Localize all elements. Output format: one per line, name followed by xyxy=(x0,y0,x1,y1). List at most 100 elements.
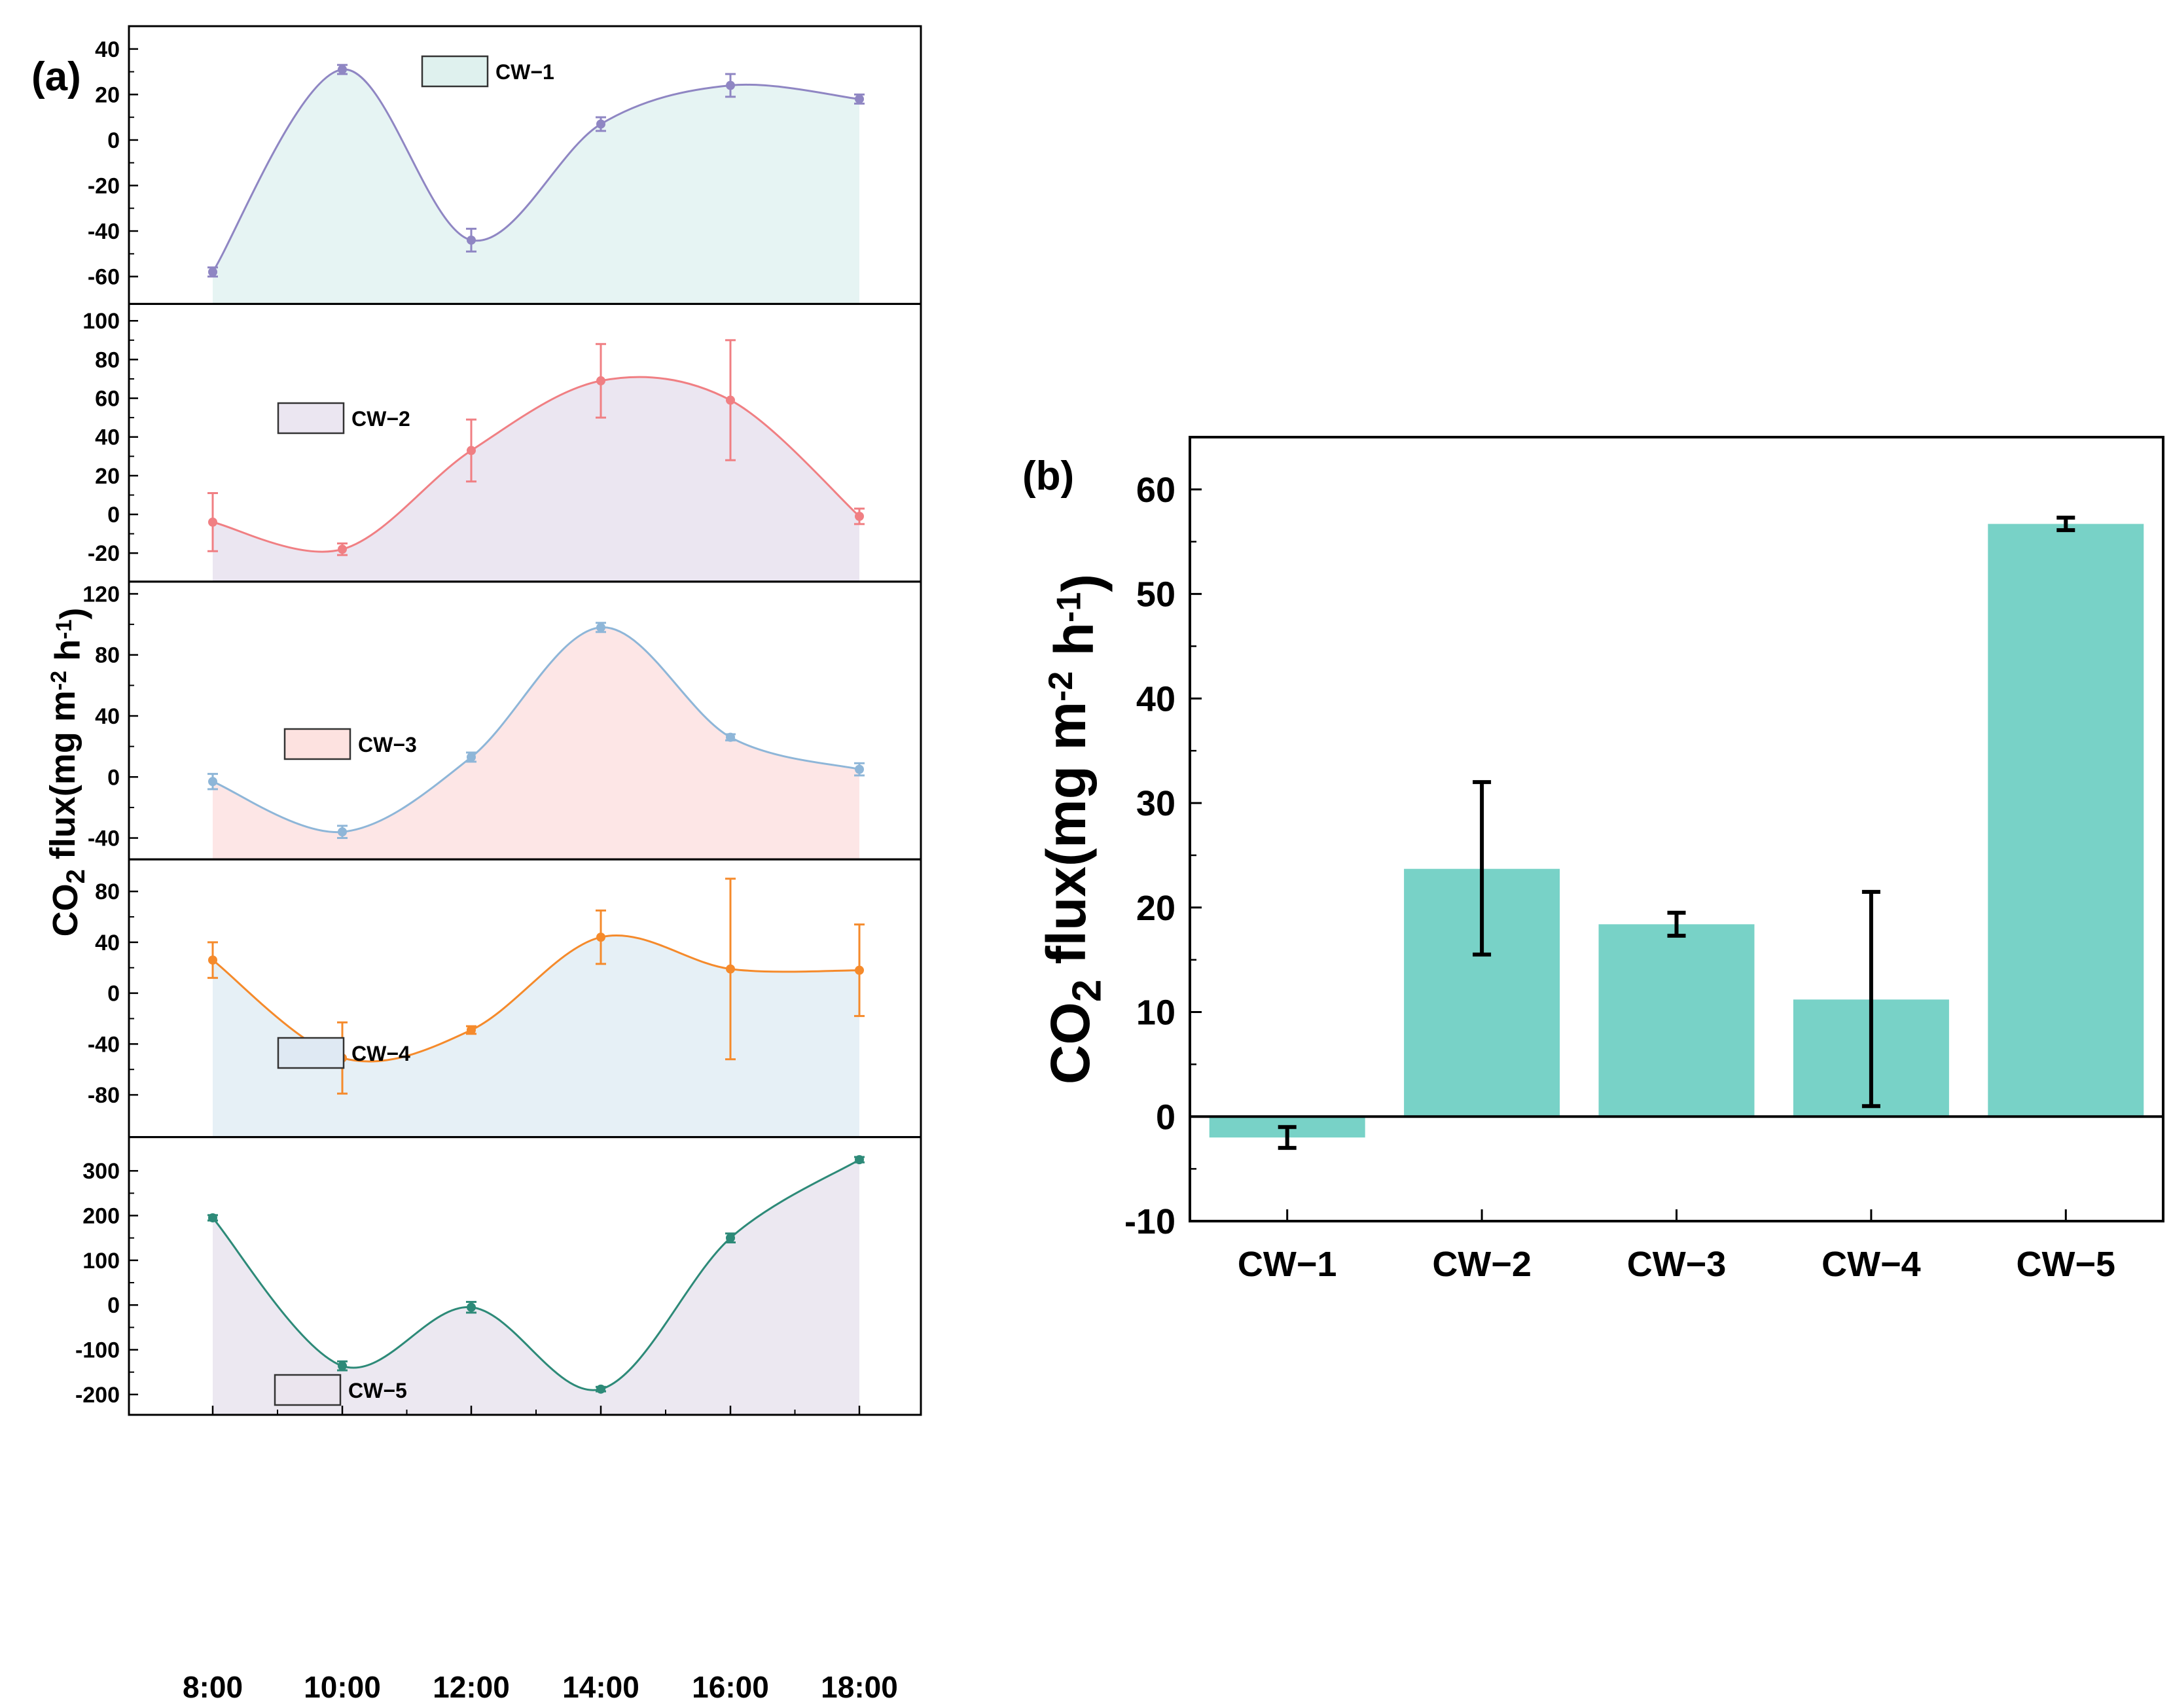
data-point xyxy=(208,267,217,277)
y-tick-label: -100 xyxy=(75,1338,120,1363)
y-tick-label: 40 xyxy=(1136,679,1175,719)
y-tick-label: 30 xyxy=(1136,784,1175,823)
subplot-1: -60 -40 -20 0 20 40 CW−1 xyxy=(88,25,922,305)
data-point xyxy=(726,1233,735,1243)
data-point xyxy=(596,622,605,632)
x-tick-label: CW−4 xyxy=(1821,1245,1921,1284)
data-point xyxy=(726,395,735,405)
legend-label: CW−3 xyxy=(358,733,417,756)
y-tick-label: 20 xyxy=(1136,889,1175,928)
y-tick-label: 60 xyxy=(1136,471,1175,510)
legend-swatch xyxy=(421,55,489,88)
y-tick-label: -20 xyxy=(88,173,120,198)
subplot-5: -200 -100 0 100 200 300 CW−5 xyxy=(75,1136,922,1416)
legend-swatch xyxy=(277,402,345,435)
data-point xyxy=(596,933,605,942)
data-point xyxy=(855,1155,864,1165)
y-tick-label: 0 xyxy=(107,128,120,153)
y-tick-label: 100 xyxy=(82,309,120,334)
y-axis-label: CO2 flux(mg m-2 h-1) xyxy=(1035,574,1113,1084)
area-fill xyxy=(213,935,859,1137)
x-tick-label: CW−2 xyxy=(1432,1245,1532,1284)
data-point xyxy=(338,827,347,837)
plot-frame xyxy=(1189,436,2164,1222)
data-point xyxy=(208,777,217,787)
data-point xyxy=(208,1213,217,1222)
y-tick-label: 0 xyxy=(107,765,120,790)
y-tick-label: -20 xyxy=(88,541,120,566)
legend-swatch xyxy=(274,1374,342,1406)
y-tick-label: -40 xyxy=(88,219,120,244)
panel-a-chart: -60-40-2002040CW−1-20020406080100CW−2-40… xyxy=(43,25,922,1704)
series-line xyxy=(212,626,860,833)
y-tick-label: 80 xyxy=(95,880,120,904)
series-line xyxy=(212,376,861,553)
subplot-4: -80 -40 0 40 80 CW−4 xyxy=(88,858,922,1139)
data-point xyxy=(855,764,864,774)
data-point xyxy=(855,94,864,104)
data-point xyxy=(467,235,476,245)
y-tick-label: -40 xyxy=(88,1032,120,1057)
x-tick-label: CW−1 xyxy=(1238,1245,1337,1284)
x-tick-label: CW−5 xyxy=(2017,1245,2116,1284)
y-tick-label: 100 xyxy=(82,1249,120,1273)
legend-label: CW−4 xyxy=(351,1042,410,1065)
legend-label: CW−2 xyxy=(351,407,410,431)
data-point xyxy=(855,512,864,522)
legend-label: CW−5 xyxy=(348,1379,407,1402)
x-tick-label: 8:00 xyxy=(183,1670,243,1704)
y-tick-label: 50 xyxy=(1136,575,1175,614)
data-point xyxy=(338,1361,347,1371)
y-tick-label: 200 xyxy=(82,1204,120,1229)
y-tick-label: 80 xyxy=(95,347,120,372)
data-point xyxy=(467,752,476,762)
y-tick-label: 0 xyxy=(1156,1097,1175,1137)
subplot-3: -40 0 40 80 120 CW−3 xyxy=(82,580,922,861)
x-tick-label: 10:00 xyxy=(304,1670,381,1704)
legend-swatch xyxy=(283,728,351,760)
y-tick-label: 20 xyxy=(95,464,120,489)
y-tick-label: -80 xyxy=(88,1083,120,1108)
data-point xyxy=(208,517,217,527)
y-tick-label: -60 xyxy=(88,265,120,290)
legend-label: CW−1 xyxy=(495,60,554,84)
y-tick-label: 40 xyxy=(95,704,120,729)
x-tick-label: 14:00 xyxy=(562,1670,639,1704)
y-tick-label: -200 xyxy=(75,1383,120,1408)
y-tick-label: 10 xyxy=(1136,993,1175,1033)
data-point xyxy=(855,965,864,975)
area-fill xyxy=(213,627,859,860)
y-tick-label: 0 xyxy=(107,982,120,1006)
y-tick-label: 40 xyxy=(95,931,120,955)
data-point xyxy=(726,964,735,974)
data-point xyxy=(596,119,605,129)
panel-a-label: (a) xyxy=(31,54,81,99)
bar-3 xyxy=(1598,924,1755,1117)
data-point xyxy=(467,1025,476,1035)
area-fill xyxy=(213,1160,859,1415)
y-tick-label: 0 xyxy=(107,503,120,527)
y-tick-label: -40 xyxy=(88,827,120,851)
y-axis-label: CO2 flux(mg m-2 h-1) xyxy=(43,608,92,937)
y-tick-label: 120 xyxy=(82,582,120,607)
data-point xyxy=(338,544,347,554)
y-tick-label: 40 xyxy=(95,37,120,62)
x-tick-label: CW−3 xyxy=(1627,1245,1727,1284)
legend-swatch xyxy=(277,1037,345,1069)
subplot-2: -20 0 20 40 60 80 100 CW−2 xyxy=(82,302,922,583)
x-tick-label: 18:00 xyxy=(821,1670,898,1704)
data-point xyxy=(596,376,605,385)
area-fill xyxy=(213,377,859,582)
data-point xyxy=(726,732,735,742)
x-tick-label: 12:00 xyxy=(433,1670,510,1704)
y-tick-label: 0 xyxy=(107,1293,120,1318)
bar-5 xyxy=(1988,524,2144,1117)
y-tick-label: 300 xyxy=(82,1159,120,1184)
panel-b-chart: CW−1 CW−2 CW−3 CW−4 CW−5 -10 0 10 20 30 40 50 60 CO2 … xyxy=(1035,436,2164,1284)
y-tick-label: 40 xyxy=(95,425,120,450)
data-point xyxy=(596,1384,605,1394)
subplot-frame xyxy=(128,1136,922,1416)
y-tick-label: 80 xyxy=(95,643,120,668)
data-point xyxy=(467,1302,476,1312)
